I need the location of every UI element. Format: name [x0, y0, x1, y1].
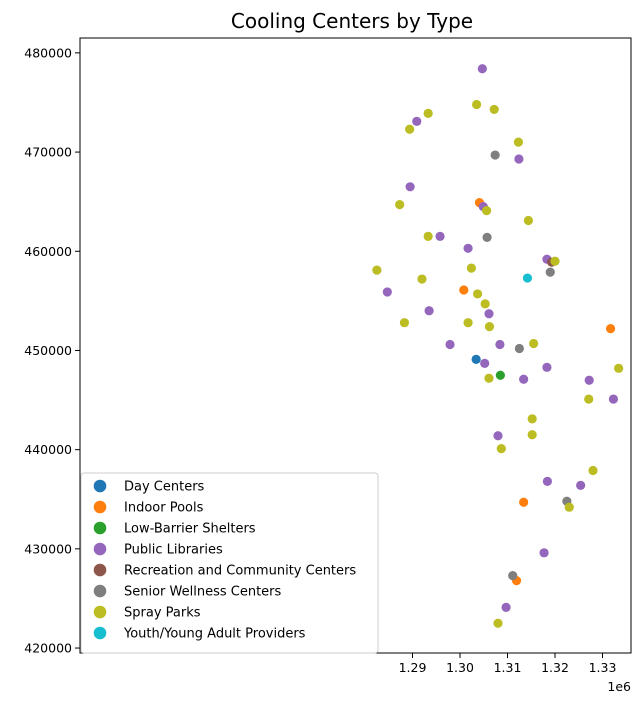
point-public-libraries: [382, 287, 392, 297]
point-public-libraries: [463, 243, 473, 253]
point-senior-wellness-centers: [545, 267, 555, 277]
legend-label: Youth/Young Adult Providers: [123, 627, 306, 642]
points-layer: [372, 64, 624, 628]
point-public-libraries: [435, 231, 445, 241]
point-public-libraries: [542, 476, 553, 486]
point-spray-parks: [482, 205, 492, 216]
y-axis: 420000 430000 440000 450000 460000 470000 4800…: [24, 45, 80, 656]
legend-label: Indoor Pools: [124, 501, 204, 516]
legend-label: Spray Parks: [124, 606, 201, 621]
point-public-libraries: [484, 309, 494, 319]
point-day-centers: [471, 354, 481, 364]
point-spray-parks: [399, 318, 410, 328]
point-senior-wellness-centers: [514, 343, 524, 354]
legend-label: Senior Wellness Centers: [124, 585, 282, 600]
x-tick-label: 1.30: [446, 660, 474, 675]
point-public-libraries: [514, 154, 524, 164]
y-tick-label: 430000: [24, 541, 72, 556]
point-public-libraries: [584, 375, 594, 385]
point-spray-parks: [463, 318, 473, 328]
point-indoor-pools: [605, 324, 616, 334]
point-spray-parks: [480, 299, 490, 309]
point-spray-parks: [417, 274, 427, 284]
point-spray-parks: [584, 394, 594, 404]
point-spray-parks: [372, 265, 382, 275]
legend-box: [80, 472, 379, 654]
point-spray-parks: [588, 465, 598, 476]
point-senior-wellness-centers: [482, 232, 492, 242]
point-spray-parks: [405, 124, 415, 134]
point-spray-parks: [614, 363, 624, 373]
y-tick-label: 440000: [24, 442, 72, 457]
point-spray-parks: [529, 338, 539, 349]
legend-marker: [93, 563, 107, 577]
x-tick-label: 1.29: [399, 660, 427, 675]
point-public-libraries: [480, 358, 490, 368]
legend-label: Day Centers: [124, 480, 205, 495]
point-spray-parks: [395, 200, 405, 210]
point-spray-parks: [484, 322, 495, 332]
point-senior-wellness-centers: [508, 571, 518, 581]
legend-marker: [93, 626, 107, 640]
point-spray-parks: [466, 263, 476, 273]
point-youth-young-adult-providers: [522, 273, 533, 283]
point-spray-parks: [527, 414, 537, 424]
point-spray-parks: [496, 444, 506, 454]
legend: Day Centers Indoor Pools Low-Barrier Shelt…: [80, 472, 379, 654]
x-axis: 1.29 1.30 1.31 1.32 1.33: [399, 653, 617, 675]
point-public-libraries: [539, 548, 549, 558]
point-spray-parks: [493, 618, 503, 628]
point-spray-parks: [523, 215, 534, 226]
point-public-libraries: [405, 182, 415, 192]
point-spray-parks: [472, 289, 483, 299]
point-public-libraries: [445, 339, 455, 350]
chart-title: Cooling Centers by Type: [231, 9, 473, 33]
point-indoor-pools: [519, 497, 529, 507]
point-spray-parks: [489, 104, 499, 115]
y-tick-label: 480000: [24, 45, 72, 60]
point-spray-parks: [472, 99, 482, 110]
point-public-libraries: [519, 374, 529, 384]
point-spray-parks: [550, 256, 560, 266]
legend-label: Recreation and Community Centers: [124, 564, 356, 579]
point-indoor-pools: [459, 285, 469, 295]
legend-marker: [93, 605, 107, 619]
point-spray-parks: [423, 108, 433, 118]
legend-marker: [93, 521, 107, 535]
point-public-libraries: [493, 431, 503, 441]
point-public-libraries: [501, 602, 511, 612]
y-tick-label: 420000: [24, 641, 72, 656]
legend-marker: [93, 500, 107, 514]
y-tick-label: 470000: [24, 145, 72, 160]
legend-marker: [93, 584, 107, 598]
point-public-libraries: [424, 306, 434, 316]
point-spray-parks: [484, 373, 494, 383]
point-spray-parks: [527, 430, 537, 440]
legend-marker: [93, 479, 107, 493]
point-public-libraries: [477, 64, 487, 74]
legend-label: Public Libraries: [124, 543, 223, 558]
point-spray-parks: [564, 502, 574, 512]
point-public-libraries: [495, 339, 505, 350]
legend-marker: [93, 542, 107, 556]
point-public-libraries: [412, 116, 422, 126]
x-tick-label: 1.32: [541, 660, 569, 675]
x-axis-offset-label: 1e6: [607, 679, 631, 694]
legend-label: Low-Barrier Shelters: [124, 522, 256, 537]
point-spray-parks: [513, 137, 524, 147]
y-tick-label: 450000: [24, 343, 72, 358]
x-tick-label: 1.31: [494, 660, 522, 675]
point-senior-wellness-centers: [490, 150, 500, 160]
point-public-libraries: [542, 362, 552, 372]
x-tick-label: 1.33: [589, 660, 617, 675]
y-tick-label: 460000: [24, 244, 72, 259]
point-public-libraries: [608, 394, 619, 404]
point-low-barrier-shelters: [495, 370, 505, 380]
point-spray-parks: [423, 231, 433, 241]
point-public-libraries: [576, 480, 586, 490]
